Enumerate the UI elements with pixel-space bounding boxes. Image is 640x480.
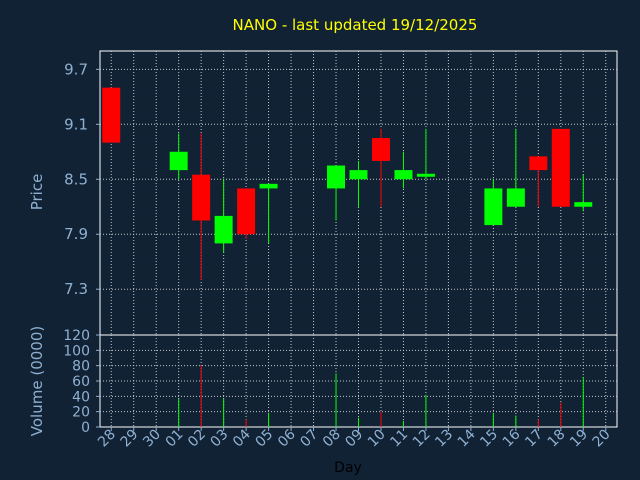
volume-tick-label: 100 [63,343,90,359]
candle [416,128,435,180]
x-tick-label: 01 [163,427,187,451]
price-tick-label: 9.1 [64,115,88,133]
price-axis-label: Price [28,174,46,211]
x-tick-label: 05 [252,427,276,451]
volume-tick-label: 20 [72,405,90,421]
candle-body [237,188,256,235]
candle-body [574,202,593,207]
x-tick-label: 29 [118,427,142,451]
volume-grid [100,335,617,427]
x-tick-label: 11 [387,427,411,451]
candle-body [349,170,368,180]
candle [214,179,233,253]
x-tick-label: 18 [545,427,569,451]
x-tick-label: 13 [432,427,456,451]
candle-body [102,87,121,143]
candle-body [214,215,233,244]
candle-body [416,173,435,177]
candle [349,160,368,207]
volume-tick-label: 40 [72,389,90,405]
x-ticks: 2829300102030405060708091011121314151617… [95,426,613,450]
x-tick-label: 10 [365,427,389,451]
volume-bars [178,365,584,427]
candle-body [371,138,390,161]
x-tick-label: 30 [140,427,164,451]
price-ticks: 9.7 9.1 8.5 7.9 7.3 [64,60,100,298]
x-tick-label: 12 [410,427,434,451]
x-tick-label: 04 [230,426,254,450]
candle [371,128,390,207]
candle [574,174,593,212]
x-tick-label: 16 [500,426,524,450]
candle-body [484,188,503,226]
x-tick-label: 02 [185,427,209,451]
volume-tick-label: 120 [63,328,90,344]
candle-body [169,151,188,171]
candle [529,156,548,207]
x-tick-label: 19 [567,427,591,451]
candle [484,179,503,226]
candle-body [259,183,278,189]
candle-body [551,128,570,207]
volume-tick-label: 80 [72,359,90,375]
price-tick-label: 7.9 [64,225,88,243]
chart-title: NANO - last updated 19/12/2025 [233,16,478,34]
x-tick-label: 28 [95,427,119,451]
price-tick-label: 8.5 [64,170,88,188]
x-tick-label: 20 [590,427,614,451]
candle [237,188,256,239]
price-tick-label: 7.3 [64,280,88,298]
candle [394,151,413,189]
candle [327,165,346,221]
x-tick-label: 14 [455,426,479,450]
x-tick-label: 17 [522,427,546,451]
x-tick-label: 07 [297,427,321,451]
x-tick-label: 08 [320,427,344,451]
candles [102,87,593,281]
x-tick-label: 03 [208,427,232,451]
candle-body [529,156,548,171]
volume-tick-label: 60 [72,374,90,390]
volume-axis-label: Volume (0000) [28,326,46,436]
candle-body [506,188,525,207]
candle [169,133,188,180]
candle-body [192,174,211,221]
candle-body [394,170,413,180]
volume-tick-label: 0 [81,420,90,436]
candle [259,183,278,244]
candle [192,133,211,281]
x-tick-label: 06 [275,426,299,450]
candle [102,87,121,143]
candle [506,128,525,207]
x-axis-label: Day [334,460,362,476]
x-tick-label: 15 [477,427,501,451]
candle-body [327,165,346,189]
x-tick-label: 09 [342,427,366,451]
price-tick-label: 9.7 [64,60,88,78]
candle [551,128,570,207]
